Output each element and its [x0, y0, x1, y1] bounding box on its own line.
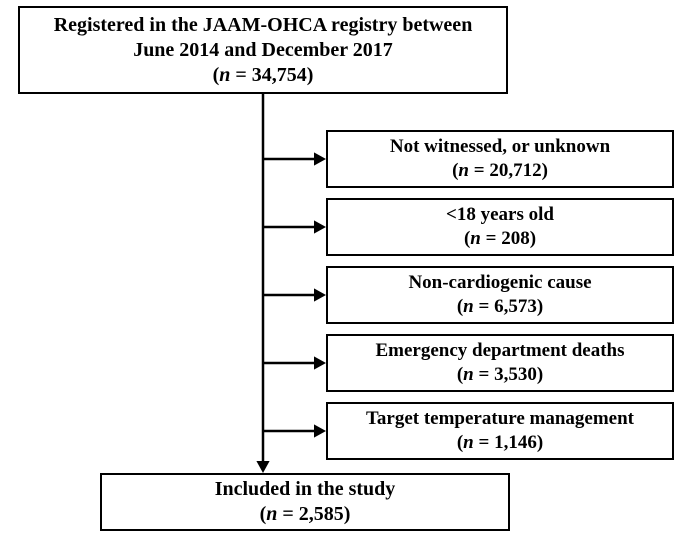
start-n: (n = 34,754): [213, 63, 314, 88]
end-label: Included in the study: [215, 477, 396, 502]
start-line2: June 2014 and December 2017: [133, 38, 393, 63]
exclusion-box: Emergency department deaths(n = 3,530): [326, 334, 674, 392]
exclusion-label: Target temperature management: [366, 407, 634, 431]
end-n: (n = 2,585): [260, 502, 351, 527]
exclusion-label: Emergency department deaths: [375, 339, 624, 363]
exclusion-n: (n = 208): [464, 227, 536, 251]
exclusion-box: Not witnessed, or unknown(n = 20,712): [326, 130, 674, 188]
start-line1: Registered in the JAAM-OHCA registry bet…: [54, 13, 473, 38]
exclusion-n: (n = 20,712): [452, 159, 548, 183]
exclusion-label: Not witnessed, or unknown: [390, 135, 610, 159]
exclusion-label: Non-cardiogenic cause: [408, 271, 591, 295]
exclusion-box: Target temperature management(n = 1,146): [326, 402, 674, 460]
exclusion-box: <18 years old(n = 208): [326, 198, 674, 256]
exclusion-label: <18 years old: [446, 203, 554, 227]
exclusion-n: (n = 6,573): [457, 295, 543, 319]
exclusion-n: (n = 3,530): [457, 363, 543, 387]
exclusion-n: (n = 1,146): [457, 431, 543, 455]
start-box: Registered in the JAAM-OHCA registry bet…: [18, 6, 508, 94]
exclusion-box: Non-cardiogenic cause(n = 6,573): [326, 266, 674, 324]
end-box: Included in the study (n = 2,585): [100, 473, 510, 531]
